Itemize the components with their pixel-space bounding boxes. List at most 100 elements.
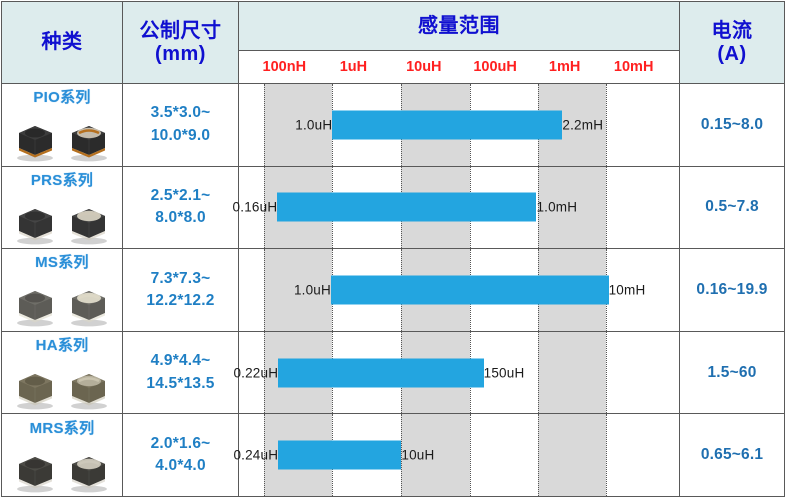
series-cell-4: MRS系列 — [1, 413, 123, 497]
inductance-range-cell: 1.0uH 2.2mH — [238, 83, 680, 167]
metric-size-cell: 2.0*1.6~ 4.0*4.0 — [122, 413, 239, 497]
decade-band-0 — [264, 84, 333, 166]
inductor-photo-icon — [65, 448, 113, 494]
metric-size-cell: 2.5*2.1~ 8.0*8.0 — [122, 165, 239, 250]
inductor-photo-icon — [65, 365, 113, 411]
inductor-photo-icon — [11, 282, 59, 328]
range-min-label: 0.24uH — [233, 447, 279, 463]
range-max-label: 10mH — [608, 282, 646, 298]
range-chart: 1.0uH 2.2mH — [239, 84, 679, 166]
decade-band-2 — [538, 414, 607, 496]
gridline-3 — [469, 414, 471, 496]
gridline-5 — [606, 331, 608, 414]
gridline-4 — [538, 331, 540, 414]
current-rating-cell: 0.15~8.0 — [679, 83, 785, 167]
range-max-label: 2.2mH — [562, 117, 604, 133]
series-cell-0: PIO系列 — [1, 83, 123, 167]
inductance-range-cell: 0.16uH 1.0mH — [233, 165, 680, 250]
gridline-0 — [264, 414, 266, 496]
product-photo-pair — [2, 355, 122, 411]
series-cell-1: PRS系列 — [1, 165, 123, 250]
range-bar — [278, 440, 402, 470]
inductance-scale-axis: 100nH 1uH 10uH 100uH 1mH 10mH — [238, 50, 680, 84]
series-name: MS系列 — [35, 254, 89, 272]
gridline-0 — [264, 84, 266, 166]
scale-tick-4: 1mH — [548, 59, 581, 75]
range-chart: 1.0uH 10mH — [239, 249, 679, 331]
table-header: 种类 公制尺寸 (mm) 感量范围 电流 (A) 100nH 1uH 10uH 100… — [1, 1, 785, 84]
gridline-0 — [264, 249, 266, 331]
range-min-label: 1.0uH — [293, 282, 331, 298]
inductor-photo-icon — [11, 200, 59, 246]
gridline-5 — [606, 84, 608, 166]
decade-band-2 — [538, 331, 607, 414]
range-chart: 0.16uH 1.0mH — [233, 166, 679, 249]
current-rating-cell: 0.5~7.8 — [679, 165, 785, 250]
header-inductance-range: 感量范围 — [238, 1, 680, 51]
metric-size-cell: 3.5*3.0~ 10.0*9.0 — [122, 83, 239, 167]
header-row-titles: 种类 公制尺寸 (mm) 感量范围 电流 (A) — [1, 1, 785, 84]
gridline-5 — [606, 166, 608, 249]
scale-tick-5: 10mH — [613, 59, 654, 75]
table-row: MS系列 7.3*7.3~ 12.2*12.2 1.0uH 10mH 0.16~19.9 — [1, 248, 785, 332]
inductor-photo-icon — [11, 117, 59, 163]
inductance-range-cell: 0.24uH 10uH — [233, 413, 680, 497]
gridline-2 — [401, 414, 403, 496]
inductor-photo-icon — [11, 365, 59, 411]
product-photo-pair — [2, 107, 122, 163]
range-min-label: 0.22uH — [233, 365, 279, 381]
decade-band-1 — [401, 414, 470, 496]
range-bar — [330, 275, 609, 305]
header-current: 电流 (A) — [679, 1, 785, 84]
gridline-5 — [606, 414, 608, 496]
series-name: MRS系列 — [29, 419, 95, 437]
inductor-photo-icon — [11, 448, 59, 494]
range-bar — [278, 358, 484, 388]
scale-tick-2: 10uH — [406, 59, 442, 75]
product-photo-pair — [2, 272, 122, 328]
scale-tick-strip: 100nH 1uH 10uH 100uH 1mH 10mH — [239, 51, 679, 83]
gridline-4 — [538, 166, 540, 249]
decade-band-0 — [264, 249, 333, 331]
product-photo-pair — [2, 438, 122, 494]
current-rating-cell: 0.65~6.1 — [679, 413, 785, 497]
range-chart: 0.24uH 10uH — [233, 414, 679, 496]
gridline-4 — [538, 414, 540, 496]
scale-tick-3: 100uH — [473, 59, 517, 75]
range-max-label: 1.0mH — [536, 199, 578, 215]
range-bar — [277, 192, 537, 222]
gridline-0 — [264, 331, 266, 414]
range-chart: 0.22uH 150uH — [233, 331, 679, 414]
gridline-0 — [264, 166, 266, 249]
range-max-label: 10uH — [401, 447, 435, 463]
header-row-scale: 100nH 1uH 10uH 100uH 1mH 10mH — [2, 50, 785, 84]
range-min-label: 0.16uH — [232, 199, 278, 215]
table-row: PIO系列 3.5*3.0~ 10.0*9.0 1.0uH 2.2mH 0.15~8.0 — [1, 83, 785, 167]
current-rating-cell: 1.5~60 — [679, 330, 785, 415]
inductor-photo-icon — [65, 282, 113, 328]
table-row: HA系列 4.9*4.4~ 14.5*13.5 0.22uH 150uH 1.5~60 — [1, 330, 785, 415]
series-cell-2: MS系列 — [1, 248, 123, 332]
range-max-label: 150uH — [483, 365, 525, 381]
inductor-photo-icon — [65, 200, 113, 246]
table-body: PIO系列 3.5*3.0~ 10.0*9.0 1.0uH 2.2mH 0.15~8.0… — [1, 83, 785, 497]
decade-band-2 — [538, 166, 607, 249]
table-row: PRS系列 2.5*2.1~ 8.0*8.0 0.16uH 1.0mH 0.5~7.8 — [1, 165, 785, 250]
current-rating-cell: 0.16~19.9 — [679, 248, 785, 332]
series-name: HA系列 — [35, 337, 89, 355]
scale-tick-1: 1uH — [339, 59, 368, 75]
header-category: 种类 — [1, 1, 123, 84]
product-photo-pair — [2, 190, 122, 246]
range-min-label: 1.0uH — [295, 117, 333, 133]
table-row: MRS系列 2.0*1.6~ 4.0*4.0 0.24uH 10uH 0.65~6.1 — [1, 413, 785, 497]
metric-size-cell: 4.9*4.4~ 14.5*13.5 — [122, 330, 239, 415]
header-metric-size: 公制尺寸 (mm) — [122, 1, 239, 84]
inductor-photo-icon — [65, 117, 113, 163]
inductance-range-cell: 0.22uH 150uH — [233, 330, 680, 415]
scale-tick-0: 100nH — [262, 59, 307, 75]
series-name: PRS系列 — [30, 171, 94, 189]
metric-size-cell: 7.3*7.3~ 12.2*12.2 — [122, 248, 239, 332]
series-name: PIO系列 — [33, 89, 91, 107]
